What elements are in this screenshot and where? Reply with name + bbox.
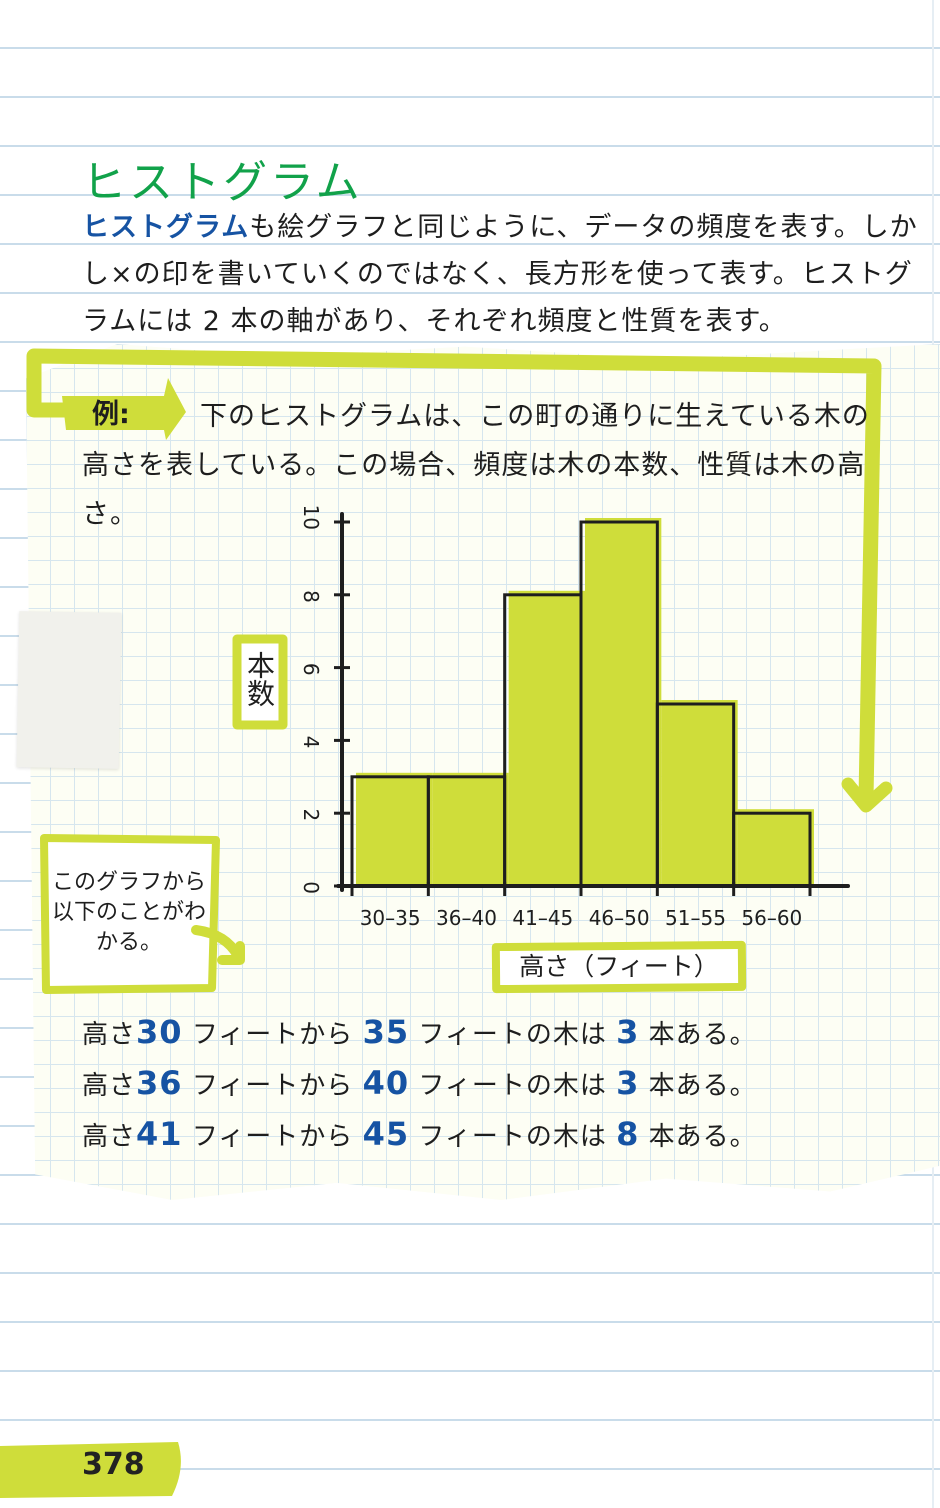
fact-number: 30 — [136, 1013, 183, 1051]
page-number-highlight — [0, 1442, 181, 1498]
fact-text: フィートの木は — [418, 1122, 607, 1152]
histogram-bar-fill — [432, 772, 509, 886]
fact-text: 高さ — [82, 1020, 137, 1050]
fact-text: フィートから — [191, 1020, 354, 1050]
x-tick-label: 51–55 — [665, 906, 726, 930]
y-axis-label: 本数 — [243, 651, 276, 707]
fact-text: フィートの木は — [418, 1071, 607, 1101]
y-tick-label: 4 — [299, 736, 323, 749]
example-text: 下のヒストグラムは、この町の通りに生えている木の高さを表している。この場合、頻度… — [82, 401, 870, 530]
fact-line: 高さ30 フィートから 35 フィートの木は 3 本ある。 — [82, 1008, 757, 1059]
fact-number: 45 — [362, 1115, 410, 1153]
histogram-bar-fill — [737, 809, 814, 886]
section-title: ヒストグラム — [82, 157, 363, 208]
fact-text: フィートの木は — [418, 1020, 607, 1050]
fact-line: 高さ36 フィートから 40 フィートの木は 3 本ある。 — [82, 1059, 757, 1110]
histogram-bar-fill — [356, 772, 433, 886]
fact-text: フィートから — [191, 1071, 354, 1101]
fact-number: 40 — [362, 1064, 410, 1102]
fact-line: 高さ41 フィートから 45 フィートの木は 8 本ある。 — [82, 1110, 757, 1161]
intro-paragraph: ヒストグラムも絵グラフと同じように、データの頻度を表す。しかし×の印を書いていく… — [82, 204, 922, 345]
x-tick-label: 46–50 — [589, 906, 650, 930]
facts-list: 高さ30 フィートから 35 フィートの木は 3 本ある。 高さ36 フィートか… — [82, 1008, 757, 1161]
x-tick-label: 36–40 — [436, 906, 497, 930]
fact-number: 8 — [616, 1115, 640, 1153]
example-label: 例: — [92, 399, 130, 430]
fact-number: 3 — [616, 1013, 640, 1051]
intro-text: も絵グラフと同じように、データの頻度を表す。しかし×の印を書いていくのではなく、… — [82, 212, 918, 337]
x-tick-label: 56–60 — [741, 906, 802, 930]
y-tick-label: 8 — [299, 590, 323, 603]
histogram-bar-fill — [661, 700, 738, 886]
x-axis-label: 高さ（フィート） — [519, 952, 719, 981]
fact-text: 高さ — [82, 1071, 137, 1101]
intro-term: ヒストグラム — [82, 212, 250, 243]
page-number: 378 — [82, 1447, 145, 1482]
fact-number: 41 — [136, 1115, 183, 1153]
y-tick-label: 6 — [299, 663, 323, 676]
x-tick-label: 30–35 — [360, 906, 421, 930]
fact-number: 3 — [616, 1064, 640, 1102]
note-box: このグラフから以下のことがわかる。 — [51, 870, 206, 955]
y-tick-label: 2 — [299, 808, 323, 821]
fact-number: 36 — [136, 1064, 183, 1102]
x-tick-label: 41–45 — [512, 906, 573, 930]
y-tick-label: 10 — [299, 505, 323, 530]
fact-text: 本ある。 — [648, 1020, 757, 1050]
fact-text: 高さ — [82, 1122, 137, 1152]
y-tick-label: 0 — [299, 881, 323, 894]
fact-number: 35 — [362, 1013, 410, 1051]
histogram-bar-fill — [508, 590, 585, 886]
histogram-bar-fill — [585, 518, 662, 886]
fact-text: 本ある。 — [648, 1122, 757, 1152]
fact-text: 本ある。 — [648, 1071, 757, 1101]
fact-text: フィートから — [191, 1122, 354, 1152]
